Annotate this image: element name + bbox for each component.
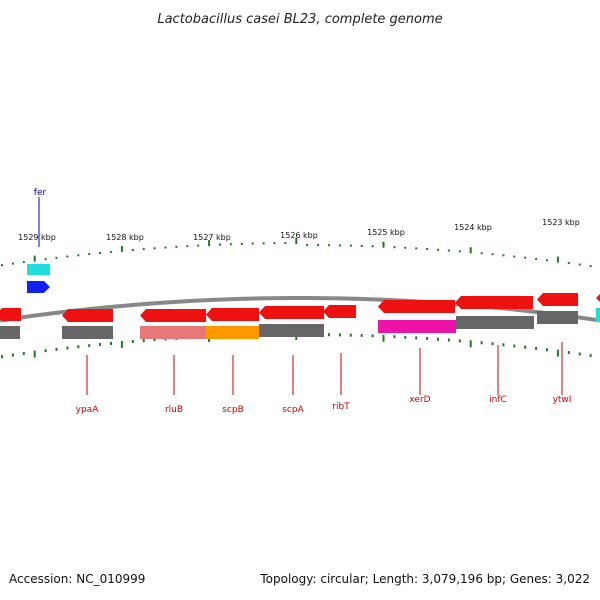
gene-label: ribT <box>332 402 350 412</box>
gene-label: infC <box>489 395 507 405</box>
fer-group: fer <box>27 188 600 322</box>
cds-arrow <box>62 309 113 322</box>
cog-block <box>259 324 324 337</box>
cog-track <box>0 311 578 339</box>
cds-arrow <box>0 308 21 321</box>
cds-arrow <box>455 296 533 309</box>
kbp-label: 1523 kbp <box>542 218 580 227</box>
cds-arrow <box>323 305 356 318</box>
gene-label: scpA <box>282 405 304 415</box>
cog-block <box>456 316 534 329</box>
cog-block <box>206 326 259 339</box>
kbp-scale: 1529 kbp 1528 kbp 1527 kbp 1526 kbp 1525 kbp… <box>18 218 580 242</box>
map-title: Lactobacillus casei BL23, complete genom… <box>157 12 442 27</box>
gene-label: rluB <box>165 405 183 415</box>
gene-label: scpB <box>222 405 244 415</box>
gene-labels: ypaA rluB scpB scpA ribT xerD infC ytwI <box>76 342 572 415</box>
fer-gene-arrow <box>27 281 50 293</box>
cyan-feature-right <box>596 308 600 322</box>
cds-arrow <box>378 300 455 313</box>
cds-arrow <box>206 308 259 321</box>
gene-label: ypaA <box>76 405 100 415</box>
cds-arrow <box>259 306 324 319</box>
cog-block <box>537 311 578 324</box>
cog-block <box>0 326 20 339</box>
gene-label: ytwI <box>553 395 572 405</box>
kbp-label: 1527 kbp <box>193 233 231 242</box>
cog-block <box>140 326 206 339</box>
cog-block <box>62 326 113 339</box>
kbp-label: 1524 kbp <box>454 223 492 232</box>
fer-label: fer <box>34 188 47 198</box>
kbp-label: 1525 kbp <box>367 228 405 237</box>
cds-arrow <box>140 309 206 322</box>
kbp-label: 1528 kbp <box>106 233 144 242</box>
cds-arrow <box>537 293 578 306</box>
feature-track <box>0 293 600 322</box>
genome-stats: Topology: circular; Length: 3,079,196 bp… <box>260 572 590 586</box>
accession-label: Accession: NC_010999 <box>9 572 146 586</box>
outer-tick-track <box>1 238 592 268</box>
cog-block <box>378 320 456 333</box>
kbp-label: 1529 kbp <box>18 233 56 242</box>
kbp-label: 1526 kbp <box>280 231 318 240</box>
cyan-feature <box>27 264 50 275</box>
cds-arrow <box>596 294 600 302</box>
gene-label: xerD <box>409 395 430 405</box>
